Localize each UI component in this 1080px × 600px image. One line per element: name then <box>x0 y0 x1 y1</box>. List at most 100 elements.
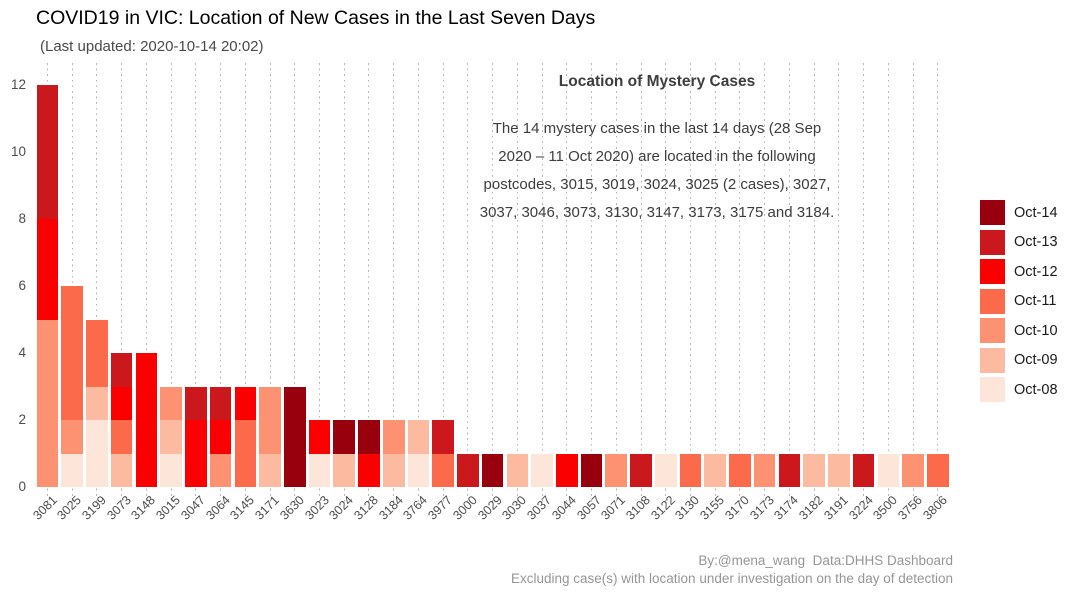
legend-swatch <box>980 288 1005 314</box>
bar-segment <box>382 453 405 487</box>
bar-segment <box>729 453 751 487</box>
bar-segment <box>358 453 380 487</box>
legend-item: Oct-13 <box>980 229 1058 255</box>
bar-segment <box>407 453 430 487</box>
x-gridline <box>294 63 296 503</box>
bar-segment <box>135 353 158 487</box>
legend-item: Oct-10 <box>980 318 1058 343</box>
legend-label: Oct-09 <box>1014 352 1058 368</box>
x-gridline <box>788 63 790 503</box>
x-gridline <box>220 63 222 503</box>
bar-segment <box>407 420 430 454</box>
bar-segment <box>679 453 702 487</box>
bar-segment <box>110 420 133 454</box>
bar-segment <box>86 319 108 387</box>
bar-segment <box>86 386 108 421</box>
x-gridline <box>96 63 98 503</box>
x-gridline <box>689 63 691 503</box>
bar-segment <box>185 386 207 421</box>
bar-segment <box>432 453 454 487</box>
bar-segment <box>284 386 306 487</box>
x-gridline <box>863 63 865 503</box>
x-gridline <box>838 63 840 503</box>
annotation-title: Location of Mystery Cases <box>558 73 756 90</box>
bar-segment <box>86 420 108 487</box>
x-gridline <box>145 63 147 503</box>
x-gridline <box>566 63 568 503</box>
bar-segment <box>110 453 133 487</box>
bar-segment <box>803 453 825 487</box>
bar-segment <box>432 420 454 454</box>
bar-segment <box>926 453 949 487</box>
bar-segment <box>902 453 924 487</box>
bar-segment <box>358 420 380 454</box>
bar-segment <box>160 420 182 454</box>
bar-segment <box>209 420 232 454</box>
x-gridline <box>492 63 494 503</box>
legend-label: Oct-13 <box>1014 234 1058 250</box>
bar-segment <box>110 386 133 421</box>
legend-swatch <box>980 259 1005 284</box>
y-tick-label: 2 <box>18 412 26 428</box>
bar-segment <box>110 353 133 387</box>
bar-segment <box>531 453 553 487</box>
legend-label: Oct-14 <box>1014 204 1058 221</box>
x-gridline <box>343 63 345 503</box>
legend-swatch <box>980 377 1005 402</box>
y-tick-label: 0 <box>18 479 26 494</box>
y-tick-label: 6 <box>18 278 26 294</box>
bar-segment <box>160 386 182 421</box>
x-gridline <box>714 63 716 503</box>
legend-label: Oct-08 <box>1014 381 1058 398</box>
x-gridline <box>368 63 370 503</box>
x-gridline <box>467 63 469 503</box>
bar-segment <box>630 453 652 487</box>
bar-segment <box>308 420 331 454</box>
x-gridline <box>739 63 741 503</box>
x-gridline <box>71 63 73 503</box>
bar-segment <box>457 453 479 487</box>
bar-segment <box>36 319 59 487</box>
bar-segment <box>333 420 356 454</box>
bar-segment <box>877 453 900 487</box>
x-gridline <box>195 63 197 503</box>
caption-credit: By:@mena_wang Data:DHHS Dashboard <box>698 553 953 568</box>
y-tick-label: 4 <box>18 345 26 361</box>
bar-segment <box>382 420 405 454</box>
page-subtitle: (Last updated: 2020-10-14 20:02) <box>40 38 264 55</box>
bar-segment <box>654 453 677 487</box>
legend-label: Oct-12 <box>1014 263 1058 280</box>
x-gridline <box>813 63 815 503</box>
bar-segment <box>506 453 529 487</box>
legend: Oct-14 Oct-13 Oct-12 Oct-11 Oct-10 Oct-09 Oct-… <box>980 200 1080 412</box>
x-gridline <box>937 63 939 503</box>
legend-item: Oct-12 <box>980 259 1058 284</box>
legend-label: Oct-11 <box>1014 293 1057 309</box>
page-title: COVID19 in VIC: Location of New Cases in… <box>36 7 596 29</box>
legend-swatch <box>980 318 1005 343</box>
bar-segment <box>481 453 504 487</box>
legend-item: Oct-08 <box>980 377 1058 402</box>
annotation-line: postcodes, 3015, 3019, 3024, 3025 (2 cas… <box>483 176 831 193</box>
bar-segment <box>828 453 850 487</box>
bar-segment <box>61 420 84 454</box>
caption-note: Excluding case(s) with location under in… <box>510 570 953 586</box>
bar-segment <box>61 286 84 421</box>
x-gridline <box>665 63 667 503</box>
bar-segment <box>259 386 281 454</box>
x-gridline <box>319 63 321 503</box>
annotation-line: The 14 mystery cases in the last 14 days… <box>492 120 822 137</box>
bar-segment <box>333 453 356 487</box>
bar-segment <box>778 453 801 487</box>
legend-item: Oct-11 <box>980 288 1057 314</box>
bar-segment <box>61 453 84 487</box>
bar-segment <box>308 453 331 487</box>
bar-segment <box>185 420 207 487</box>
legend-swatch <box>980 347 1005 373</box>
bar-segment <box>556 453 578 487</box>
bar-segment <box>209 453 232 487</box>
bar-segment <box>209 386 232 421</box>
legend-swatch <box>980 229 1005 255</box>
